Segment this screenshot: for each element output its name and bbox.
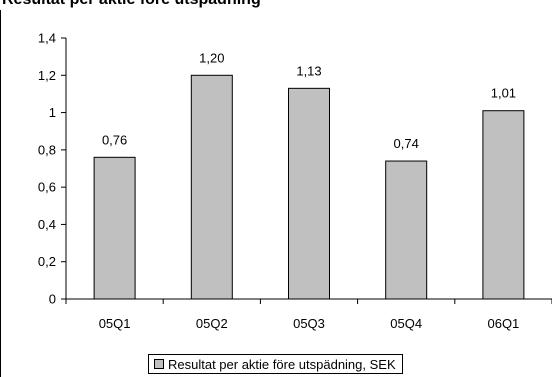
data-label-05Q2: 1,20	[199, 50, 224, 65]
chart-title: Resultat per aktie före utspädning	[2, 0, 261, 9]
bars	[93, 74, 525, 300]
x-tick-label: 05Q2	[196, 316, 228, 331]
legend-swatch	[154, 359, 164, 369]
y-tick-label: 1,2	[38, 68, 56, 83]
data-label-05Q3: 1,13	[296, 63, 321, 78]
y-tick-label: 0,2	[38, 254, 56, 269]
bar-05Q4	[385, 160, 428, 300]
y-tick-label: 1,4	[38, 31, 56, 46]
data-labels: 0,76 1,20 1,13 0,74 1,01	[102, 50, 516, 151]
y-tick-label: 0,4	[38, 217, 56, 232]
bar-05Q2	[190, 74, 233, 300]
x-tick-label: 05Q3	[293, 316, 325, 331]
x-tick-label: 05Q1	[99, 316, 131, 331]
legend-label: Resultat per aktie före utspädning, SEK	[168, 356, 396, 372]
data-label-06Q1: 1,01	[491, 86, 516, 101]
chart-frame	[0, 10, 552, 377]
data-label-05Q4: 0,74	[394, 136, 419, 151]
y-axis: 0 0,2 0,4 0,6 0,8 1 1,2 1,4	[38, 31, 67, 307]
bar-05Q1	[93, 156, 136, 300]
data-label-05Q1: 0,76	[102, 132, 127, 147]
y-tick-label: 0	[49, 292, 56, 307]
y-tick-label: 0,8	[38, 142, 56, 157]
bar-05Q3	[288, 87, 330, 300]
y-tick-label: 1	[49, 105, 56, 120]
x-tick-label: 05Q4	[390, 316, 422, 331]
x-tick-label: 06Q1	[487, 316, 519, 331]
bar-06Q1	[482, 110, 525, 300]
y-tick-label: 0,6	[38, 180, 56, 195]
x-axis: 05Q1 05Q2 05Q3 05Q4 06Q1	[65, 298, 552, 331]
legend: Resultat per aktie före utspädning, SEK	[148, 354, 403, 374]
